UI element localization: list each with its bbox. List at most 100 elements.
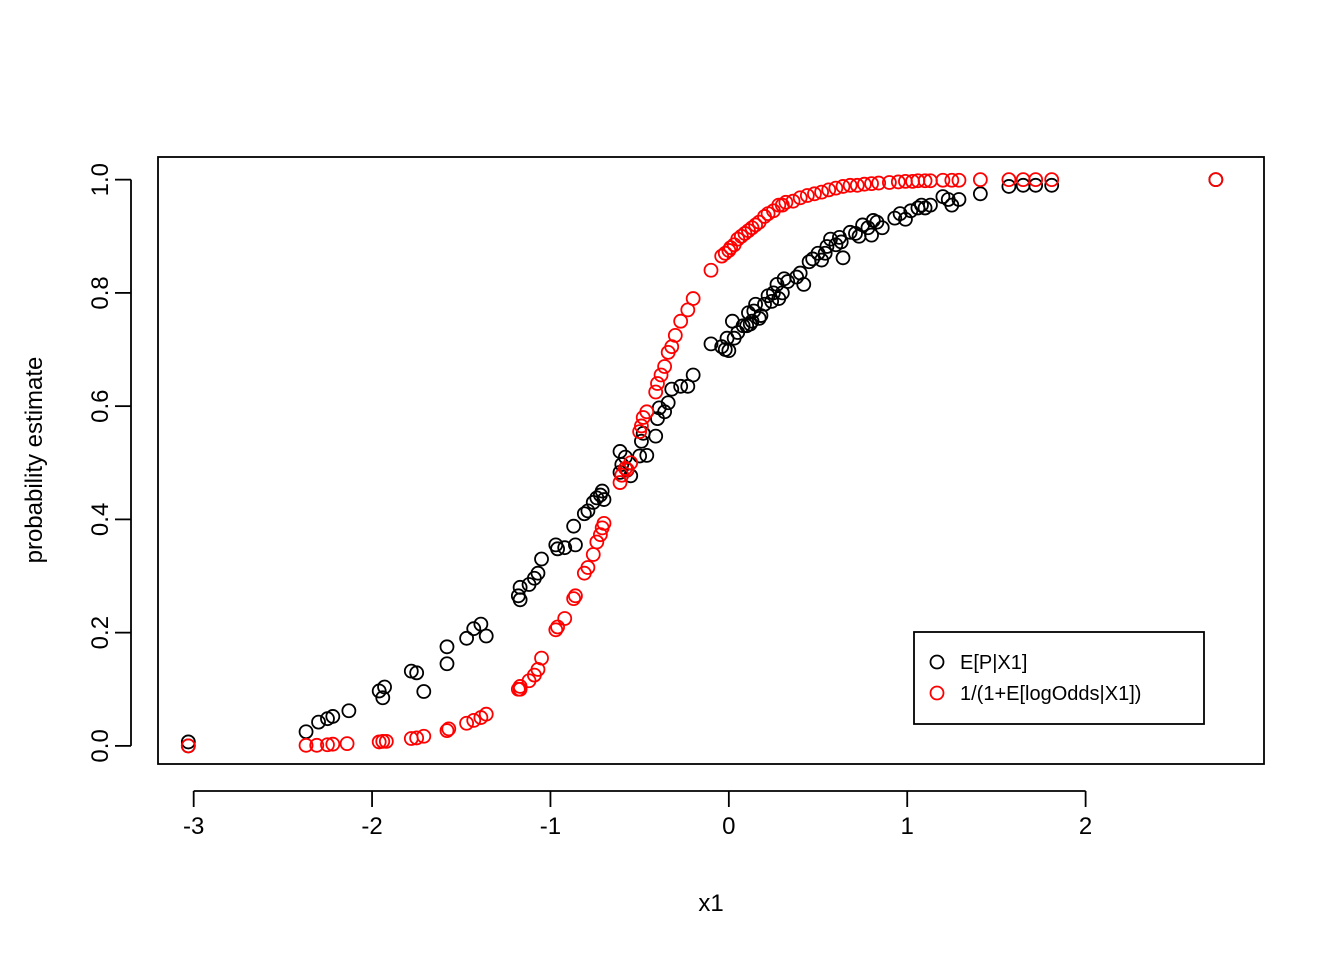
series-1-point <box>951 192 967 207</box>
series-2-point <box>298 737 314 753</box>
series-2-point <box>585 547 601 562</box>
series-2-point <box>881 175 897 190</box>
y-tick-label: 0.0 <box>87 729 114 762</box>
series-2-point <box>1028 172 1044 188</box>
x-axis-title: x1 <box>698 890 723 917</box>
series-1-point <box>530 565 546 581</box>
series-2-point <box>778 194 794 210</box>
series-1-point <box>634 433 649 449</box>
series-2-point <box>648 384 664 400</box>
x-tick-label: -3 <box>183 813 204 840</box>
series-2-point <box>619 462 635 477</box>
x-tick-label: -2 <box>361 813 382 840</box>
legend-label-series-1: E[P|X1] <box>960 652 1027 674</box>
series-2-point <box>828 180 844 196</box>
series-2-point <box>596 515 612 531</box>
series-2-point <box>309 737 325 753</box>
series-1-point <box>874 220 890 236</box>
series-2-point <box>180 738 196 754</box>
series-1-point <box>639 448 655 463</box>
series-2-point <box>612 475 628 490</box>
series-1-point <box>757 296 772 312</box>
x-tick-label: 0 <box>722 813 735 840</box>
legend-marker-series-2 <box>929 685 945 701</box>
series-2-point <box>378 733 394 749</box>
y-tick-label: 0.4 <box>87 503 114 536</box>
series-1-point <box>550 541 565 557</box>
legend: E[P|X1] 1/(1+E[logOdds|X1]) <box>913 631 1205 725</box>
series-2-point <box>534 650 549 666</box>
series-1-point <box>685 367 701 383</box>
series-1-point <box>819 239 835 254</box>
series-1-point <box>780 274 796 289</box>
series-2-point <box>835 179 851 194</box>
series-1-point <box>512 592 528 608</box>
series-2-point <box>650 376 665 391</box>
series-1-point <box>923 197 938 213</box>
series-2-point <box>439 723 455 738</box>
series-1-point <box>311 714 326 730</box>
legend-box <box>913 631 1205 725</box>
series-1-point <box>842 224 858 240</box>
series-2-point <box>944 172 960 188</box>
series-2-point <box>771 197 787 213</box>
x-tick-label: 1 <box>901 813 914 840</box>
series-1-point <box>814 252 829 268</box>
y-tick-label: 0.8 <box>87 276 114 309</box>
series-1-point <box>466 621 482 637</box>
series-2-point <box>441 721 457 737</box>
series-1-point <box>409 665 425 681</box>
series-2-point <box>871 175 887 191</box>
series-1-point <box>596 492 612 507</box>
series-2-point <box>842 177 858 193</box>
legend-label-series-2: 1/(1+E[logOdds|X1]) <box>960 683 1141 705</box>
series-2-point <box>512 681 528 697</box>
series-2-point <box>821 182 837 198</box>
series-2-point <box>785 193 801 209</box>
series-2-point <box>634 418 649 434</box>
series-1-point <box>673 378 689 394</box>
series-1-point <box>576 506 592 522</box>
series-1-point <box>835 250 851 266</box>
series-1-point <box>416 684 432 699</box>
series-2-point <box>325 736 341 752</box>
series-2-point <box>890 174 906 190</box>
series-1-point <box>459 630 475 646</box>
series-1-point <box>478 628 494 644</box>
series-1-point <box>817 245 833 261</box>
series-2-point <box>550 619 565 635</box>
series-2-point <box>857 176 872 192</box>
series-2-point <box>1044 172 1060 188</box>
series-1-point <box>657 404 673 420</box>
series-2-point <box>639 404 655 420</box>
series-1-point <box>648 428 664 444</box>
series-1-point <box>375 690 391 706</box>
series-2-point <box>807 186 822 202</box>
series-2-point <box>972 172 988 188</box>
series-1-point <box>566 518 582 534</box>
series-1-point <box>534 551 549 567</box>
series-2-point <box>478 706 494 722</box>
series-1-point <box>764 293 780 309</box>
y-tick-label: 0.6 <box>87 389 114 422</box>
series-2-point <box>657 359 673 374</box>
series-1-point <box>703 336 719 352</box>
series-1-point <box>848 226 863 241</box>
series-2-point <box>703 262 719 278</box>
series-1-point <box>1001 179 1017 194</box>
series-1-point <box>746 303 762 319</box>
plot-frame <box>157 156 1265 765</box>
series-1-point <box>1028 177 1044 193</box>
series-2-point <box>580 560 596 575</box>
series-2-point <box>1001 172 1017 188</box>
series-1-point <box>439 639 455 655</box>
series-2-point <box>339 736 355 752</box>
series-1-point <box>751 310 767 326</box>
series-1-point <box>568 537 583 553</box>
y-tick-label: 0.2 <box>87 616 114 649</box>
series-2-point <box>375 733 391 749</box>
series-2-point <box>459 715 475 731</box>
series-2-point <box>864 176 879 192</box>
series-2-point <box>849 177 865 193</box>
